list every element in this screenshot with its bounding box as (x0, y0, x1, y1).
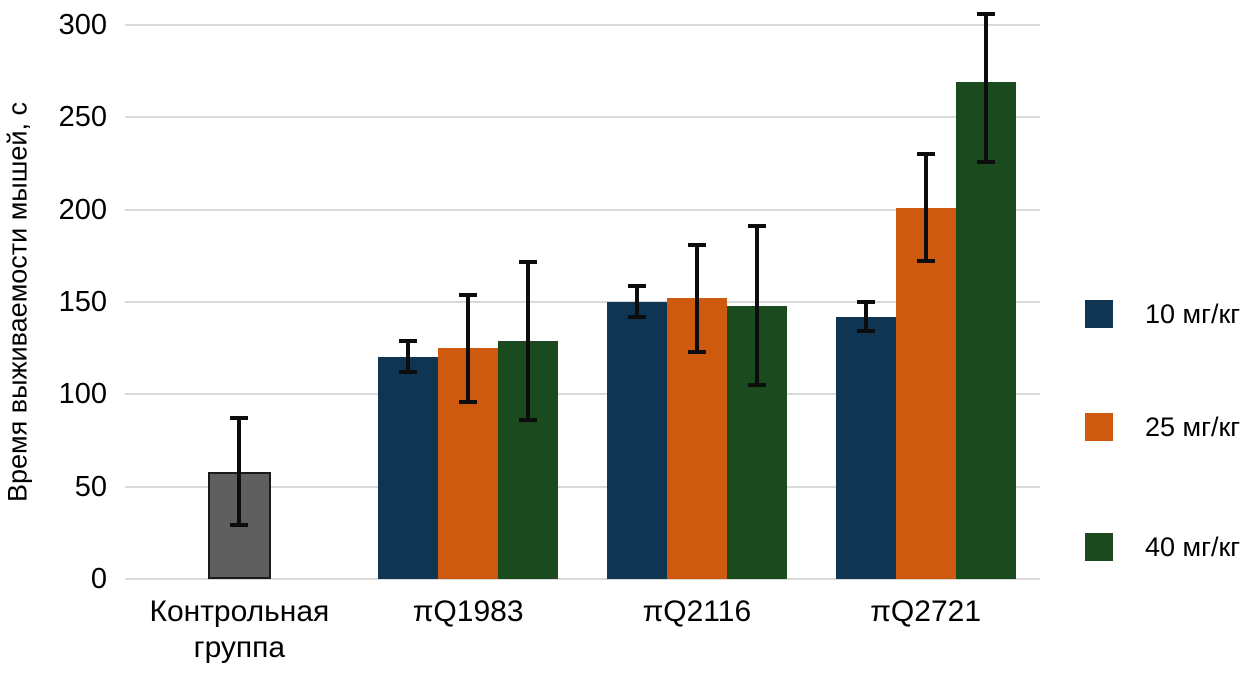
bar (835, 316, 896, 579)
bar (895, 207, 956, 579)
bar (606, 302, 667, 579)
y-tick-label-300: 300 (58, 9, 107, 41)
legend-item-3: 40 мг/кг (1085, 530, 1240, 564)
error-bar (399, 338, 418, 374)
gridline-200 (125, 208, 1040, 211)
error-bar-line (634, 283, 639, 319)
legend-label: 10 мг/кг (1145, 298, 1241, 329)
gridline-0 (125, 578, 1040, 580)
y-tick-label-250: 250 (58, 101, 107, 134)
legend-item-2: 25 мг/кг (1085, 410, 1240, 444)
error-bar-line (237, 416, 242, 528)
error-bar (976, 12, 995, 164)
plot-area (125, 12, 1040, 580)
legend-label: 25 мг/кг (1145, 411, 1241, 442)
bar (955, 82, 1016, 579)
error-bar (687, 242, 706, 354)
error-bar (627, 283, 646, 319)
legend-swatch-icon (1085, 413, 1113, 441)
legend-item-1: 10 мг/кг (1085, 297, 1240, 331)
legend-swatch-icon (1085, 300, 1113, 328)
error-bar (459, 292, 478, 404)
x-category-label: Контрольная группа (149, 595, 330, 664)
y-tick-label-100: 100 (58, 378, 107, 411)
gridline-300 (125, 24, 1040, 26)
error-bar-line (526, 259, 531, 423)
gridline-150 (125, 301, 1040, 303)
x-category-label: πQ1983 (412, 595, 524, 628)
error-bar-line (923, 152, 928, 264)
error-bar-line (406, 338, 411, 374)
gridline-250 (125, 116, 1040, 119)
error-bar (747, 224, 766, 387)
error-bar (519, 259, 538, 423)
legend-label: 40 мг/кг (1145, 531, 1241, 562)
x-category-label: πQ2116 (642, 595, 752, 628)
y-tick-label-50: 50 (74, 470, 107, 503)
gridline-100 (125, 393, 1040, 396)
legend-swatch-icon (1085, 533, 1113, 561)
error-bar (856, 300, 875, 334)
y-tick-label-150: 150 (58, 286, 107, 318)
bar (378, 357, 439, 579)
error-bar-line (466, 292, 471, 404)
error-bar-line (863, 300, 868, 334)
error-bar-line (694, 242, 699, 354)
y-tick-label-200: 200 (58, 193, 107, 226)
error-bar-line (754, 224, 759, 387)
error-bar (230, 416, 249, 528)
gridline-50 (125, 485, 1040, 488)
error-bar-line (983, 12, 988, 164)
error-bar (916, 152, 935, 264)
x-category-label: πQ2721 (870, 595, 982, 628)
y-tick-label-0: 0 (90, 563, 107, 595)
